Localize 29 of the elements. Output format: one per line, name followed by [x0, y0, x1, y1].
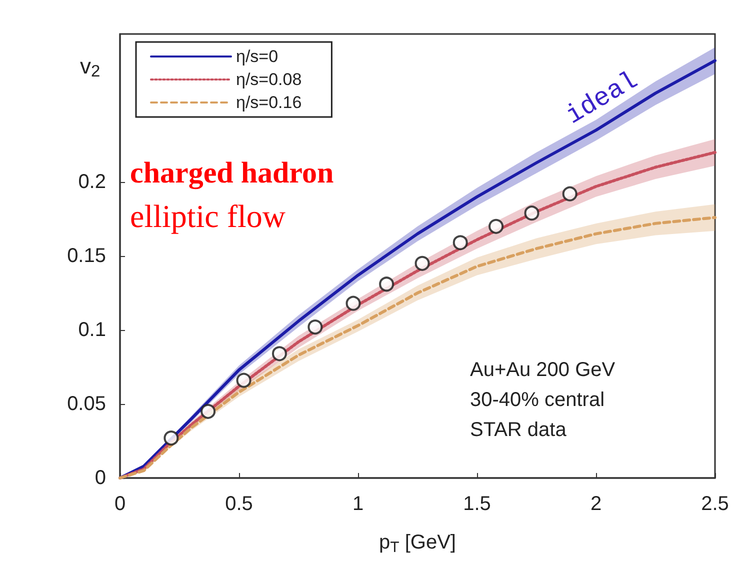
- x-tick-label: 2: [590, 493, 602, 515]
- point: [488, 218, 504, 234]
- x-tick-label: 1: [352, 493, 364, 515]
- x-tick-label: 1.5: [463, 493, 491, 515]
- point: [562, 186, 578, 202]
- y-tick-label: 0.15: [67, 245, 106, 267]
- y-tick-label: 0.05: [67, 393, 106, 415]
- point: [200, 404, 216, 419]
- y-tick-label: 0: [94, 467, 106, 489]
- x-tick-label: 0.5: [225, 493, 253, 515]
- point: [414, 256, 430, 271]
- point: [379, 276, 394, 292]
- point: [236, 372, 252, 388]
- point: [308, 320, 323, 335]
- y-tick-label: 0.1: [78, 319, 106, 341]
- point: [164, 430, 179, 446]
- legend-label: η/s=0.16: [236, 93, 302, 112]
- legend-label: η/s=0: [236, 47, 278, 66]
- point: [452, 235, 468, 250]
- x-tick-label: 2.5: [701, 493, 729, 515]
- point: [346, 296, 361, 311]
- legend-label: η/s=0.08: [236, 70, 302, 89]
- annotation: charged hadron: [130, 156, 334, 190]
- point: [524, 206, 540, 221]
- y-tick-label: 0.2: [78, 171, 106, 193]
- x-tick-label: 0: [114, 493, 126, 515]
- annotation: Au+Au 200 GeV 30-40% central STAR data: [470, 359, 616, 441]
- point: [272, 346, 287, 362]
- annotation: elliptic flow: [130, 198, 286, 234]
